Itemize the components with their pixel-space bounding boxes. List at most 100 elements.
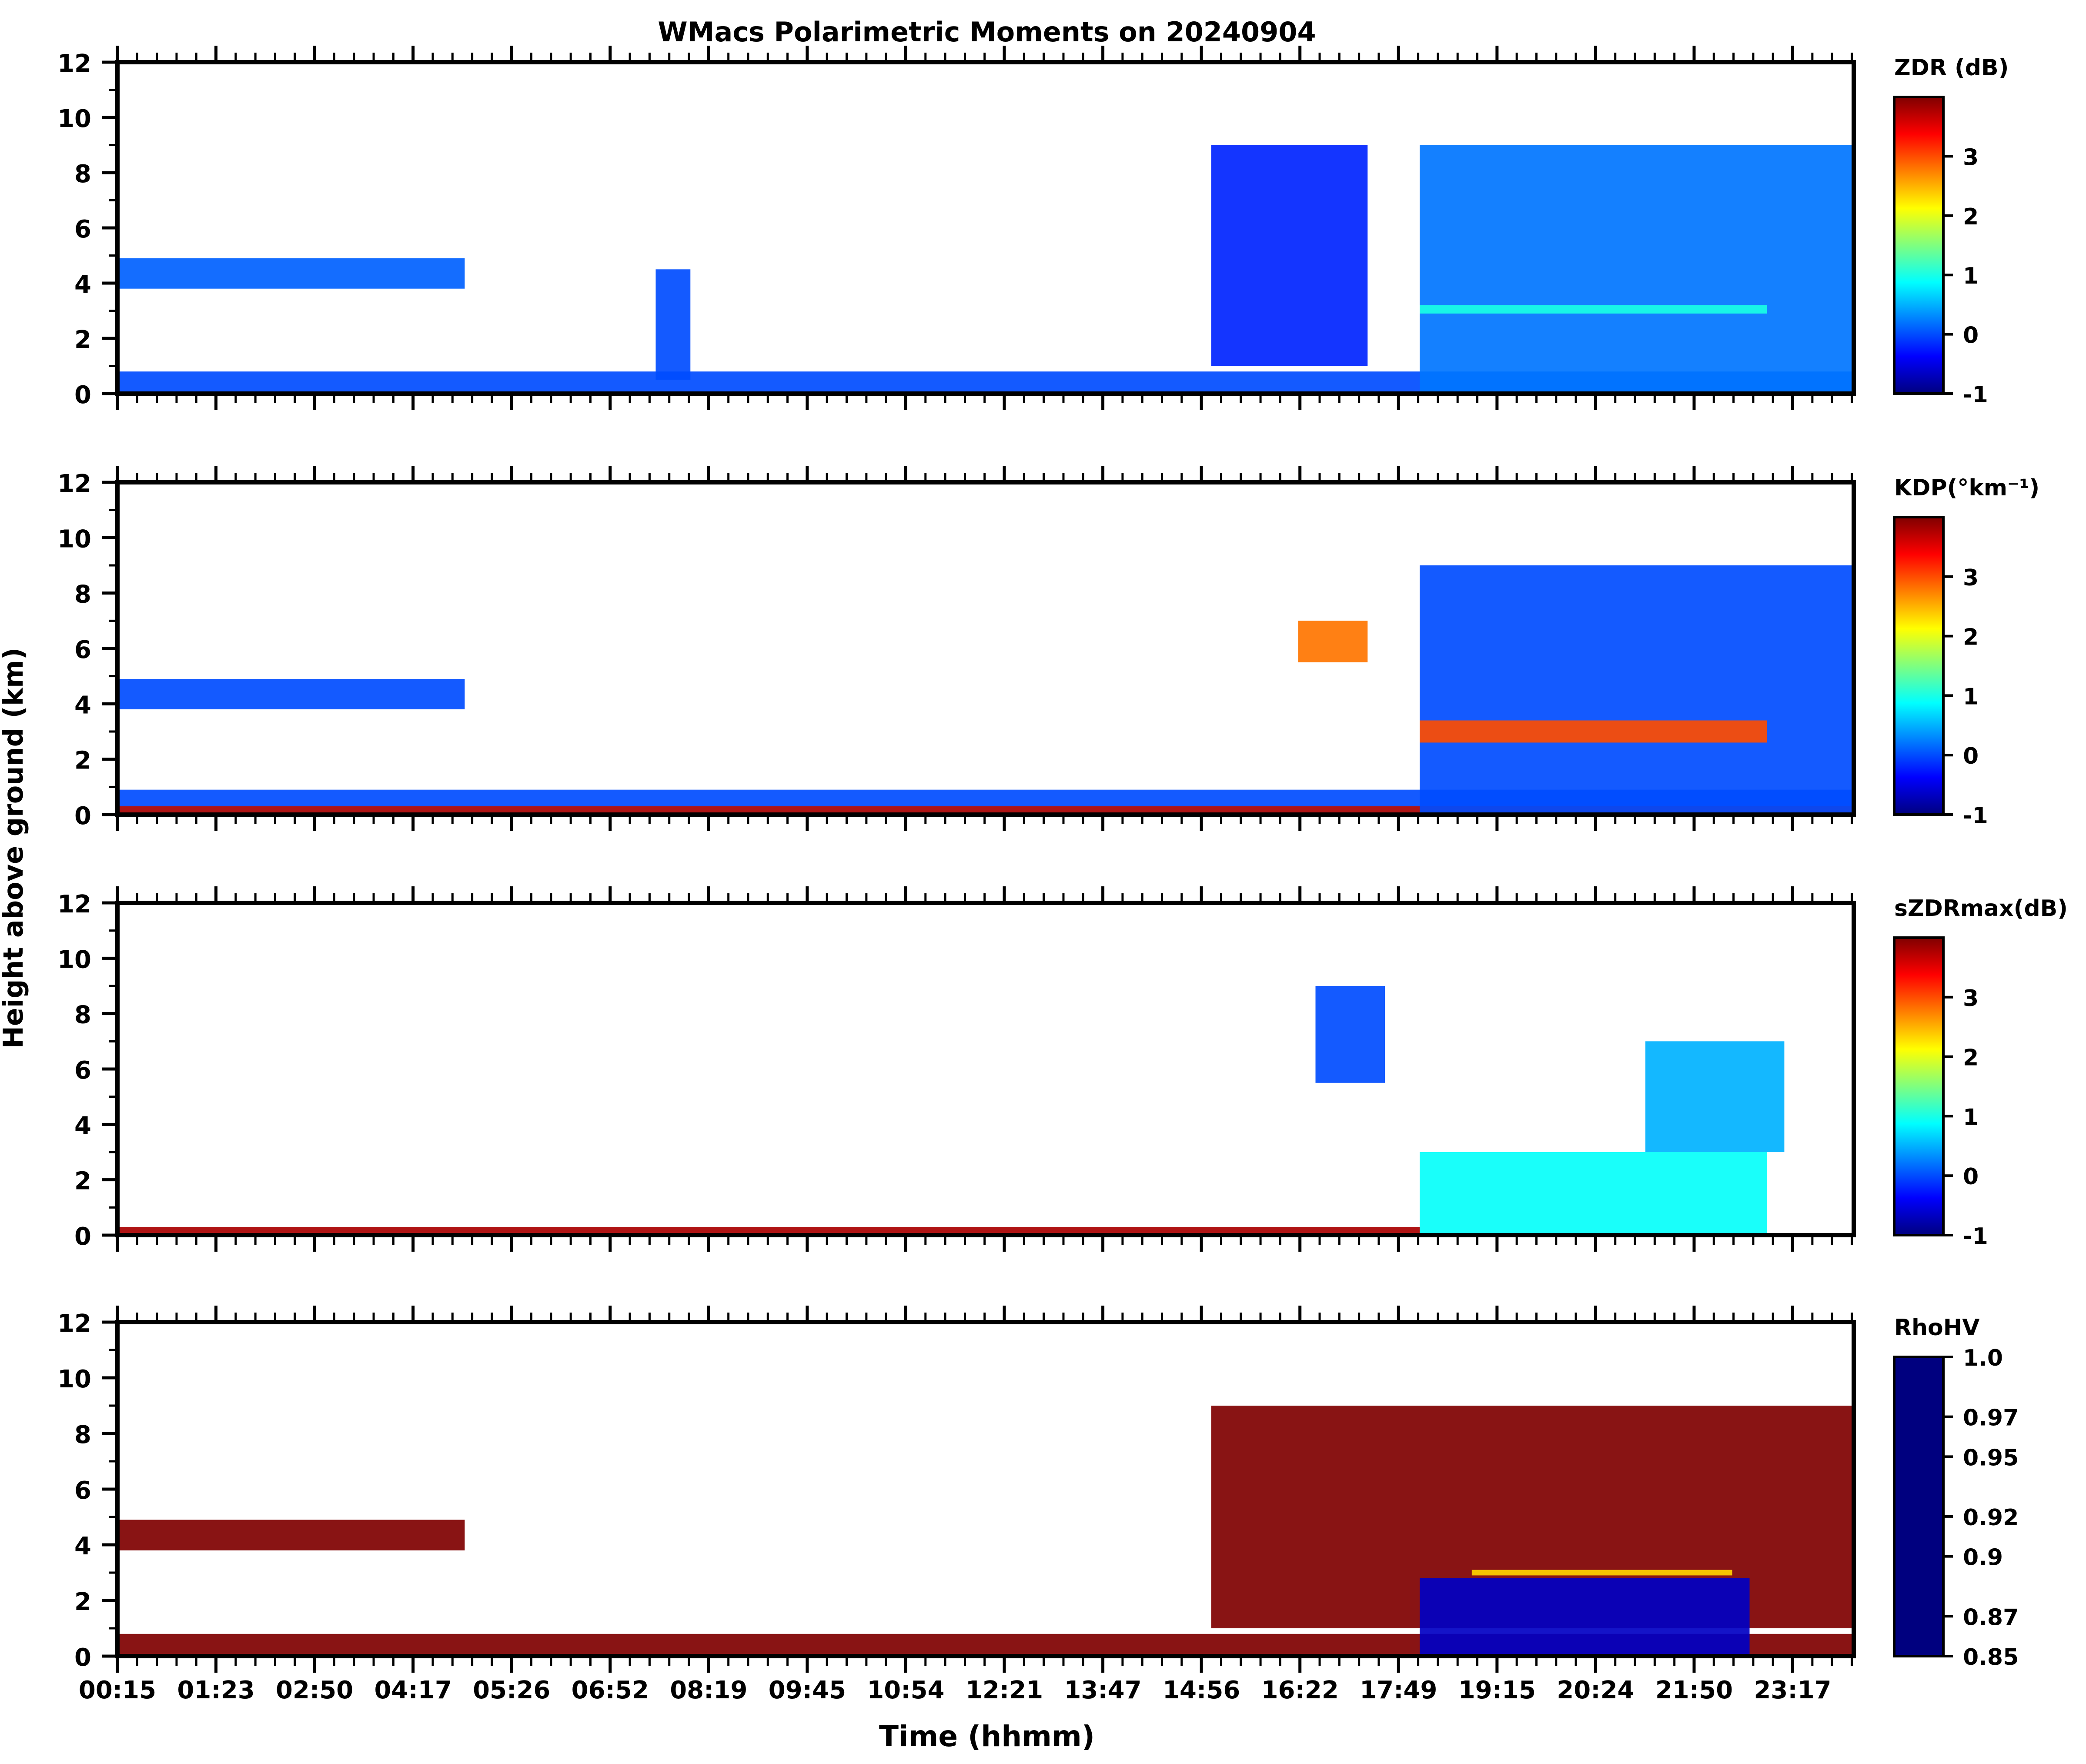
- y-tick-label: 10: [57, 105, 91, 133]
- x-tick-label: 12:21: [966, 1676, 1043, 1704]
- y-tick-label: 6: [74, 1056, 91, 1085]
- plot-area: [117, 145, 1854, 394]
- x-tick-label: 05:26: [473, 1676, 550, 1704]
- colorbar: [1893, 1356, 1945, 1657]
- plot-area: [117, 986, 1785, 1235]
- colorbar-tick-label: 2: [1963, 1045, 1979, 1071]
- colorbar-tick-label: 0.92: [1963, 1505, 2019, 1531]
- colorbar: [1893, 516, 1945, 816]
- y-tick-label: 4: [74, 1532, 91, 1560]
- y-axis-label: Height above ground (km): [0, 648, 29, 1049]
- y-tick-label: 12: [57, 890, 91, 919]
- echo-region: [1420, 1578, 1750, 1656]
- colorbar-tick-label: 1.0: [1963, 1345, 2003, 1371]
- x-tick-label: 16:22: [1261, 1676, 1339, 1704]
- y-tick-label: 0: [74, 1644, 91, 1672]
- colorbar-tick-label: 0: [1963, 743, 1979, 769]
- y-tick-label: 4: [74, 691, 91, 719]
- x-tick-label: 17:49: [1360, 1676, 1437, 1704]
- x-tick-label: 01:23: [177, 1676, 254, 1704]
- y-tick-label: 8: [74, 1001, 91, 1029]
- y-tick-label: 6: [74, 636, 91, 664]
- colorbar-tick-label: -1: [1963, 803, 1988, 829]
- colorbar-tick-label: 1: [1963, 263, 1979, 289]
- y-tick-label: 10: [57, 1365, 91, 1393]
- x-tick-label: 10:54: [867, 1676, 944, 1704]
- echo-region: [117, 258, 465, 289]
- colorbar-tick-label: 0.97: [1963, 1405, 2019, 1431]
- y-tick-label: 10: [57, 945, 91, 974]
- colorbar: [1893, 96, 1945, 395]
- echo-region: [1420, 565, 1854, 815]
- y-tick-label: 10: [57, 525, 91, 553]
- x-tick-label: 08:19: [670, 1676, 747, 1704]
- echo-region: [1420, 720, 1767, 743]
- plot-area: [117, 1406, 1854, 1656]
- colorbar-tick-label: 0: [1963, 323, 1979, 349]
- x-tick-label: 21:50: [1655, 1676, 1733, 1704]
- echo-region: [1471, 1570, 1732, 1576]
- colorbar-tick-label: -1: [1963, 382, 1988, 408]
- echo-region: [1420, 305, 1767, 314]
- x-tick-label: 04:17: [374, 1676, 452, 1704]
- y-tick-label: 8: [74, 1421, 91, 1449]
- colorbar: [1893, 936, 1945, 1236]
- x-tick-label: 23:17: [1754, 1676, 1831, 1704]
- echo-region: [117, 1520, 465, 1550]
- echo-region: [1645, 1041, 1785, 1152]
- colorbar-tick-label: 0.87: [1963, 1604, 2019, 1630]
- y-tick-label: 2: [74, 326, 91, 354]
- x-axis-label: Time (hhmm): [879, 1720, 1095, 1753]
- colorbar-tick-label: 3: [1963, 565, 1979, 591]
- colorbar-tick-label: -1: [1963, 1223, 1988, 1250]
- x-tick-label: 00:15: [79, 1676, 156, 1704]
- y-tick-label: 12: [57, 1310, 91, 1338]
- y-tick-label: 6: [74, 1477, 91, 1505]
- y-tick-label: 4: [74, 271, 91, 299]
- echo-region: [655, 269, 691, 380]
- plot-area: [117, 565, 1854, 815]
- y-tick-label: 2: [74, 747, 91, 775]
- colorbar-tick-label: 0.95: [1963, 1445, 2019, 1471]
- colorbar-tick-label: 2: [1963, 204, 1979, 230]
- colorbar-label: KDP(°km⁻¹): [1894, 475, 2039, 501]
- colorbar-label: RhoHV: [1894, 1315, 1980, 1341]
- x-tick-label: 14:56: [1163, 1676, 1240, 1704]
- echo-region: [1315, 986, 1385, 1083]
- colorbar-tick-label: 0: [1963, 1164, 1979, 1190]
- echo-region: [1211, 145, 1368, 366]
- x-tick-label: 02:50: [276, 1676, 353, 1704]
- echo-region: [1298, 621, 1368, 662]
- echo-region: [117, 679, 465, 709]
- y-tick-label: 0: [74, 1223, 91, 1251]
- x-tick-label: 13:47: [1064, 1676, 1141, 1704]
- y-tick-label: 0: [74, 381, 91, 409]
- colorbar-tick-label: 3: [1963, 144, 1979, 170]
- x-tick-label: 19:15: [1458, 1676, 1536, 1704]
- figure-title: WMacs Polarimetric Moments on 20240904: [658, 16, 1316, 48]
- y-tick-label: 8: [74, 160, 91, 188]
- x-tick-label: 06:52: [572, 1676, 649, 1704]
- x-tick-label: 09:45: [769, 1676, 846, 1704]
- colorbar-tick-label: 3: [1963, 986, 1979, 1012]
- y-tick-label: 2: [74, 1167, 91, 1196]
- y-tick-label: 12: [57, 470, 91, 498]
- colorbar-tick-label: 2: [1963, 625, 1979, 651]
- colorbar-label: sZDRmax(dB): [1894, 895, 2068, 922]
- colorbar-tick-label: 0.9: [1963, 1545, 2003, 1571]
- y-tick-label: 12: [57, 50, 91, 78]
- colorbar-tick-label: 1: [1963, 684, 1979, 710]
- colorbar-tick-label: 0.85: [1963, 1644, 2019, 1670]
- y-tick-label: 8: [74, 581, 91, 609]
- echo-region: [1420, 1152, 1767, 1235]
- x-tick-label: 20:24: [1557, 1676, 1634, 1704]
- y-tick-label: 4: [74, 1112, 91, 1140]
- y-tick-label: 0: [74, 802, 91, 830]
- echo-region: [1420, 145, 1854, 394]
- colorbar-label: ZDR (dB): [1894, 55, 2009, 81]
- colorbar-tick-label: 1: [1963, 1104, 1979, 1130]
